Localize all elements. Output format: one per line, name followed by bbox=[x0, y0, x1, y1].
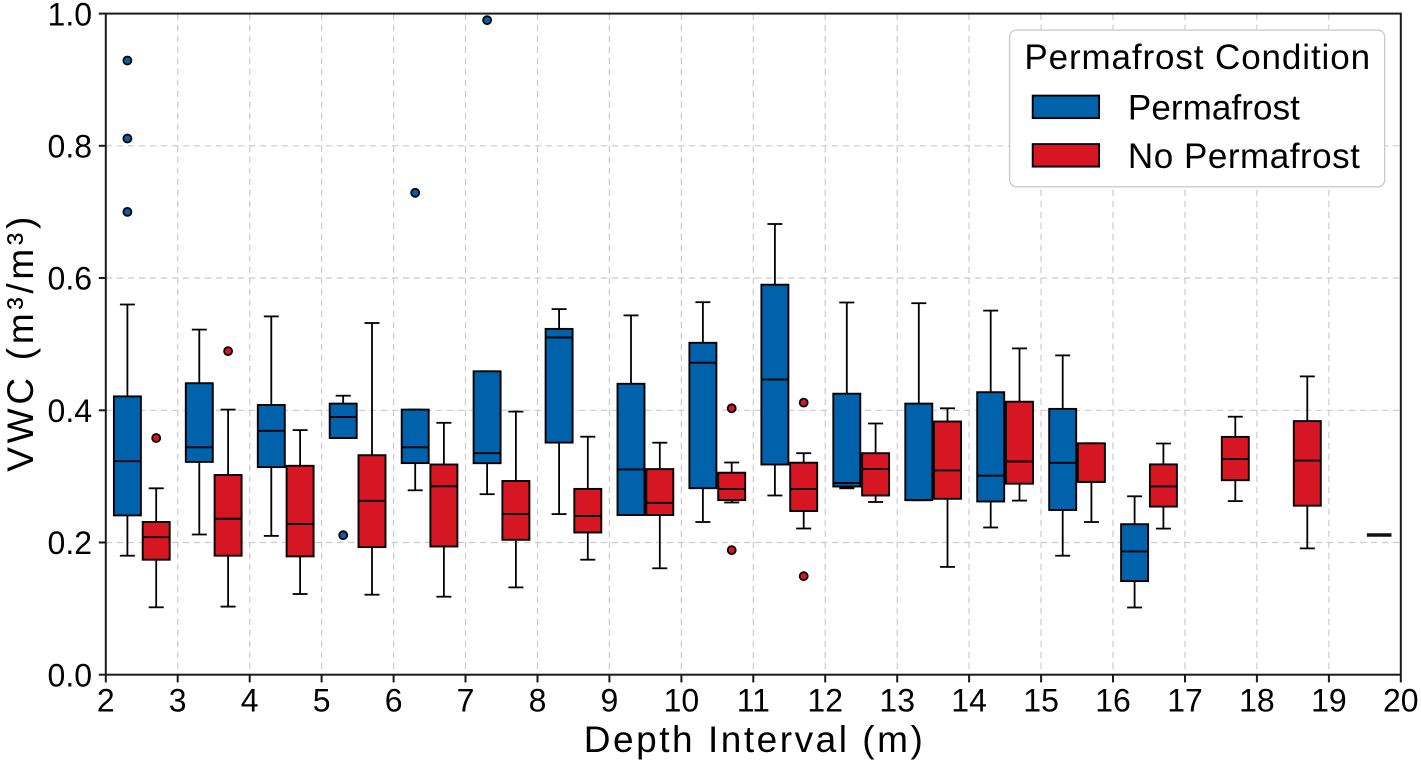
svg-text:11: 11 bbox=[737, 683, 770, 719]
svg-text:Permafrost: Permafrost bbox=[1128, 89, 1300, 128]
svg-text:6: 6 bbox=[385, 683, 403, 719]
svg-text:0.2: 0.2 bbox=[48, 525, 92, 561]
svg-text:9: 9 bbox=[601, 683, 619, 719]
svg-text:14: 14 bbox=[951, 683, 987, 719]
svg-text:20: 20 bbox=[1383, 683, 1419, 719]
svg-text:0.6: 0.6 bbox=[48, 261, 92, 297]
svg-text:0.8: 0.8 bbox=[48, 129, 92, 165]
svg-text:18: 18 bbox=[1239, 683, 1275, 719]
svg-text:5: 5 bbox=[313, 683, 331, 719]
svg-text:Depth Interval (m): Depth Interval (m) bbox=[584, 719, 923, 760]
svg-text:19: 19 bbox=[1311, 683, 1347, 719]
svg-text:7: 7 bbox=[457, 683, 475, 719]
svg-text:15: 15 bbox=[1023, 683, 1059, 719]
svg-text:Permafrost Condition: Permafrost Condition bbox=[1024, 38, 1370, 77]
svg-text:10: 10 bbox=[664, 683, 700, 719]
svg-text:12: 12 bbox=[807, 683, 843, 719]
svg-text:4: 4 bbox=[241, 683, 259, 719]
svg-text:17: 17 bbox=[1167, 683, 1203, 719]
svg-text:0.0: 0.0 bbox=[48, 657, 92, 693]
svg-text:0.4: 0.4 bbox=[48, 393, 92, 429]
svg-text:1.0: 1.0 bbox=[48, 0, 92, 32]
svg-text:3: 3 bbox=[169, 683, 187, 719]
svg-text:2: 2 bbox=[97, 683, 115, 719]
svg-text:VWC (m³/m³): VWC (m³/m³) bbox=[0, 217, 41, 472]
svg-text:No Permafrost: No Permafrost bbox=[1128, 137, 1360, 176]
svg-text:8: 8 bbox=[529, 683, 547, 719]
svg-text:13: 13 bbox=[879, 683, 915, 719]
svg-text:16: 16 bbox=[1095, 683, 1131, 719]
